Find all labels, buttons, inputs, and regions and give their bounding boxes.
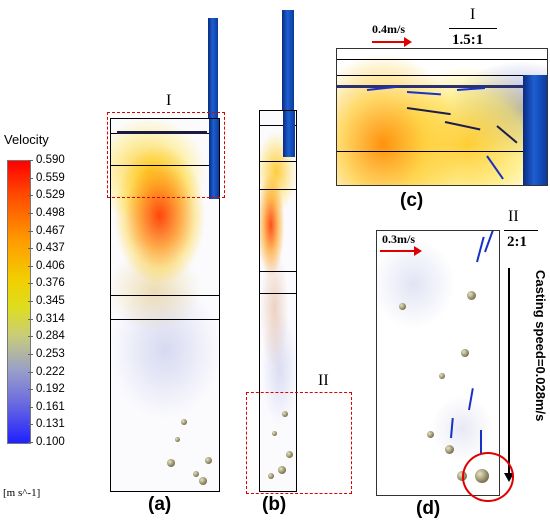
panel-b-nozzle (282, 10, 294, 120)
bubble (167, 459, 175, 467)
bubble (193, 471, 199, 477)
colorbar-tick-label: 0.100 (28, 436, 65, 448)
bubble (175, 437, 180, 442)
bubble (467, 291, 476, 300)
panel-a-surface-vectors (117, 131, 207, 134)
panel-d-zoom (376, 230, 500, 496)
colorbar-tick-label: 0.284 (28, 330, 65, 343)
panel-a-nozzle-submerged (209, 119, 219, 199)
colorbar-tick-label: 0.498 (28, 206, 65, 219)
panel-c-grid-line (337, 75, 547, 76)
panel-a-grid-line (111, 319, 219, 320)
legend-title: Velocity (4, 132, 49, 147)
bubble (427, 431, 434, 438)
bubble (461, 349, 469, 357)
bubble (445, 445, 454, 454)
panel-a-mold (110, 118, 220, 492)
panel-c-zoom (336, 48, 548, 186)
panel-c-velocity-field (337, 49, 547, 185)
panel-c-grid-line (337, 59, 547, 60)
panel-c-scale-arrow (372, 37, 412, 47)
colorbar-tick-label: 0.529 (28, 189, 65, 202)
bubble (282, 411, 288, 417)
panel-b-velocity-field (260, 111, 296, 491)
panel-d-caption: (d) (416, 498, 441, 519)
colorbar-tick-label: 0.253 (28, 347, 65, 360)
colorbar-tick-label: 0.192 (28, 383, 65, 396)
panel-c-nozzle (523, 75, 547, 185)
panel-d-scale-label: 0.3m/s (382, 232, 415, 246)
colorbar-tick-label: 0.437 (28, 242, 65, 255)
casting-speed-label: Casting speed=0.028m/s (533, 270, 548, 422)
colorbar-tick-label: 0.590 (28, 154, 65, 166)
panel-a-nozzle (208, 18, 218, 198)
panel-b-region-label: II (318, 372, 329, 389)
panel-c-grid-line (337, 151, 547, 152)
velocity-vector (480, 430, 482, 454)
panel-b-meniscus-line (260, 125, 296, 126)
panel-b-grid-line (260, 161, 296, 162)
panel-a-velocity-field (111, 119, 219, 491)
bubble (278, 466, 286, 474)
colorbar-tick-label: 0.376 (28, 277, 65, 290)
casting-direction-arrow (504, 268, 514, 482)
legend-units: [m s^-1] (3, 487, 41, 499)
panel-a-grid-line (111, 165, 219, 166)
panel-d-highlight-circle (462, 452, 514, 502)
panel-b-region-II-box (246, 392, 352, 494)
panel-c-magnification: 1.5:1 (452, 32, 484, 48)
panel-b-caption: (b) (262, 494, 287, 515)
colorbar-tick-label: 0.314 (28, 312, 65, 325)
bubble (399, 303, 406, 310)
panel-d-velocity-field (377, 231, 499, 495)
colorbar-tick-label: 0.559 (28, 171, 65, 184)
velocity-colorbar (7, 160, 31, 444)
panel-d-scale-arrow (380, 246, 422, 256)
colorbar-tick-label: 0.406 (28, 259, 65, 272)
colorbar-tick-label: 0.161 (28, 400, 65, 413)
panel-b-mold (259, 110, 297, 492)
panel-c-caption: (c) (400, 190, 424, 211)
panel-c-scale-label: 0.4m/s (372, 22, 405, 36)
bubble (272, 431, 277, 436)
colorbar-tick-label: 0.467 (28, 224, 65, 237)
colorbar-tick-label: 0.131 (28, 418, 65, 431)
panel-b-grid-line (260, 271, 296, 272)
bubble (439, 373, 445, 379)
panel-d-region-label: II (508, 208, 519, 225)
panel-b-grid-line (260, 189, 296, 190)
panel-d-magnification: 2:1 (507, 234, 527, 250)
panel-c-ratio-rule (449, 28, 497, 29)
panel-a-region-label: I (166, 92, 172, 109)
panel-c-region-label: I (470, 6, 476, 23)
panel-b-nozzle-submerged (283, 111, 295, 157)
bubble (199, 477, 207, 485)
panel-b-grid-line (260, 293, 296, 294)
bubble (205, 457, 212, 464)
panel-a-grid-line (111, 295, 219, 296)
bubble (181, 419, 187, 425)
panel-a-caption: (a) (148, 494, 172, 515)
colorbar-tick-label: 0.222 (28, 365, 65, 378)
bubble (268, 473, 274, 479)
colorbar-tick-label: 0.345 (28, 295, 65, 307)
panel-d-ratio-rule (504, 230, 538, 231)
panel-a-region-I-box (107, 112, 225, 198)
bubble (286, 451, 293, 458)
panel-c-surface-vectors (337, 85, 525, 88)
colorbar-ticks: 0.590 0.559 0.529 0.498 0.467 0.437 0.406 0.376… (28, 154, 76, 448)
